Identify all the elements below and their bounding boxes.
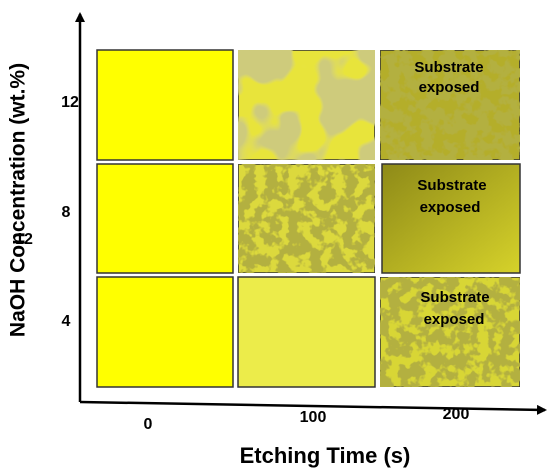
column-label: 100 [300,409,327,426]
micrograph [379,276,521,388]
micrograph [237,163,376,274]
micrograph [237,276,376,388]
micrograph [96,276,234,388]
caption: Substrate [414,59,483,76]
caption: exposed [424,311,485,328]
column-label: 0 [144,416,153,433]
stray-label: 12 [15,231,33,248]
micrograph [381,163,521,274]
caption: Substrate [417,177,486,194]
y-axis-title: NaOH Concentration (wt.%) [7,63,30,337]
caption: exposed [419,79,480,96]
caption: exposed [420,199,481,216]
micrograph [379,49,521,161]
micrograph-row [96,49,521,161]
micrograph [96,49,234,161]
micrograph [237,49,376,161]
caption: Substrate [420,289,489,306]
micrograph-row [96,276,521,388]
row-label: 4 [62,313,71,330]
x-axis-title: Etching Time (s) [240,443,411,468]
column-label: 200 [443,406,470,423]
x-axis [79,400,547,415]
row-label: 12 [61,94,79,111]
row-label: 8 [62,204,71,221]
micrograph [96,163,234,274]
micrograph-row [96,163,521,274]
